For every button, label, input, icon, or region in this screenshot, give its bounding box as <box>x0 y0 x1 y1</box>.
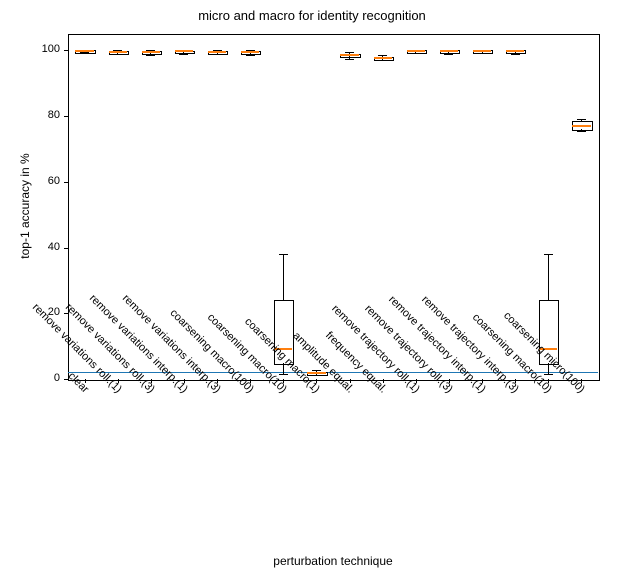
whisker-cap <box>577 131 586 132</box>
whisker-cap <box>544 374 553 375</box>
median-line <box>374 57 392 59</box>
ytick-label: 80 <box>48 109 60 121</box>
median-line <box>241 51 259 53</box>
median-line <box>75 50 93 52</box>
whisker-cap <box>279 374 288 375</box>
ytick-mark <box>64 116 68 117</box>
whisker-cap <box>544 254 553 255</box>
median-line <box>307 372 325 374</box>
whisker-high <box>548 254 549 300</box>
median-line <box>440 50 458 52</box>
median-line <box>340 54 358 56</box>
ytick-mark <box>64 248 68 249</box>
whisker-cap <box>312 370 321 371</box>
median-line <box>572 125 590 127</box>
median-line <box>473 50 491 52</box>
median-line <box>175 50 193 52</box>
x-axis-label: perturbation technique <box>68 554 598 568</box>
ytick-label: 60 <box>48 175 60 187</box>
chart-title: micro and macro for identity recognition <box>0 8 624 23</box>
ytick-mark <box>64 182 68 183</box>
ytick-label: 0 <box>54 372 60 384</box>
chart-container: micro and macro for identity recognition… <box>0 0 624 574</box>
ytick-label: 100 <box>42 43 60 55</box>
whisker-cap <box>146 55 155 56</box>
whisker-cap <box>345 59 354 60</box>
median-line <box>407 50 425 52</box>
ytick-mark <box>64 50 68 51</box>
median-line <box>506 50 524 52</box>
median-line <box>142 51 160 53</box>
median-line <box>208 51 226 53</box>
median-line <box>109 51 127 53</box>
